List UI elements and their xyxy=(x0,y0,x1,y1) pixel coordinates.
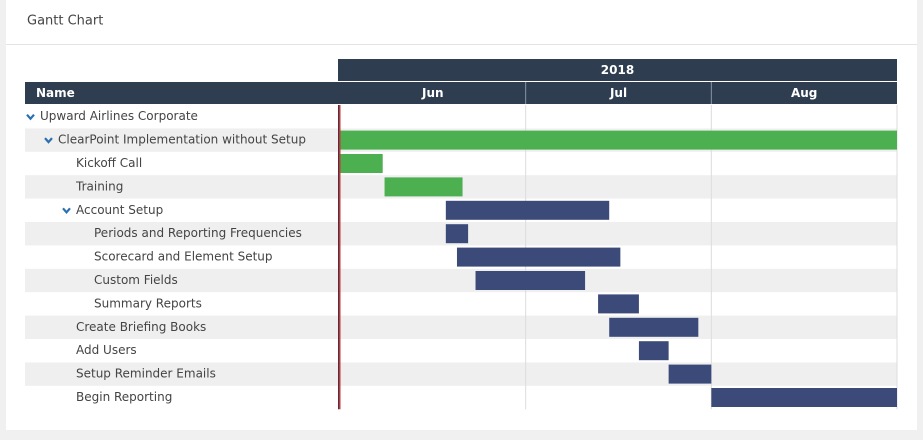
task-bar xyxy=(384,177,463,197)
task-bar xyxy=(598,294,639,314)
task-bar xyxy=(475,271,586,290)
task-bar xyxy=(609,317,699,337)
task-bar xyxy=(445,200,610,220)
row-stripe xyxy=(25,268,897,293)
expand-chevron[interactable] xyxy=(44,137,53,144)
task-name: Kickoff Call xyxy=(76,156,142,170)
task-name: Summary Reports xyxy=(94,296,202,310)
year-header xyxy=(338,59,897,81)
panel-title: Gantt Chart xyxy=(27,14,103,29)
year-label: 2018 xyxy=(601,63,634,77)
task-name: Setup Reminder Emails xyxy=(76,367,216,381)
column-header xyxy=(25,82,897,104)
task-name: Training xyxy=(75,179,123,193)
month-label: Jul xyxy=(609,86,627,100)
task-name: Add Users xyxy=(76,343,137,357)
task-bar xyxy=(668,364,712,384)
task-bar xyxy=(340,154,383,173)
name-header: Name xyxy=(36,86,75,100)
task-bar xyxy=(340,130,897,150)
task-bar xyxy=(445,224,469,244)
task-name: Upward Airlines Corporate xyxy=(40,109,198,123)
task-name: Periods and Reporting Frequencies xyxy=(94,226,302,240)
month-label: Aug xyxy=(791,86,817,100)
month-label: Jun xyxy=(421,86,444,100)
task-bar xyxy=(456,247,621,267)
task-name: Create Briefing Books xyxy=(76,320,206,334)
task-name: Account Setup xyxy=(76,203,163,217)
task-name: Scorecard and Element Setup xyxy=(94,250,273,264)
task-bar xyxy=(711,388,897,407)
task-name: Custom Fields xyxy=(94,273,178,287)
task-name: ClearPoint Implementation without Setup xyxy=(58,133,306,147)
task-name: Begin Reporting xyxy=(76,390,172,404)
task-bar xyxy=(638,341,669,361)
expand-chevron[interactable] xyxy=(26,113,35,121)
expand-chevron[interactable] xyxy=(62,207,71,214)
